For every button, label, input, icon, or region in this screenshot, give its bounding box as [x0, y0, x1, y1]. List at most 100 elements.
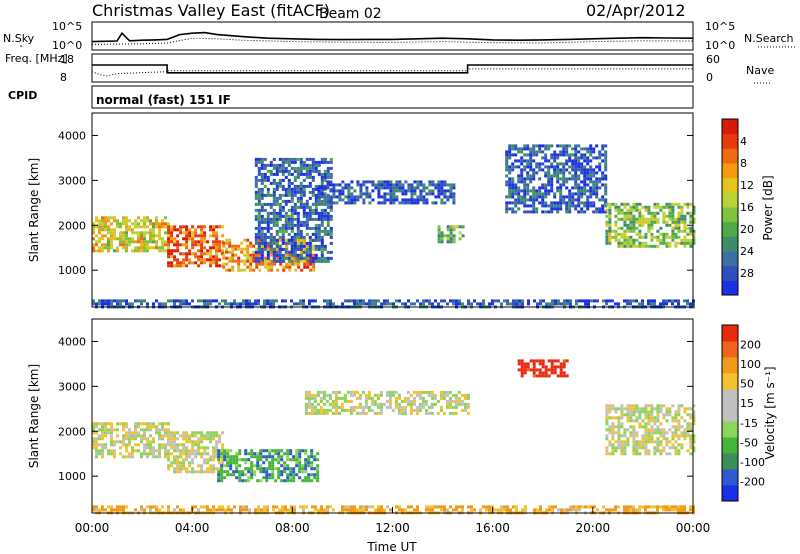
heatmap-cell	[683, 241, 687, 245]
heatmap-cell	[101, 422, 104, 426]
heatmap-cell	[452, 192, 456, 196]
heatmap-cell	[553, 192, 557, 196]
heatmap-cell	[553, 156, 557, 160]
heatmap-cell	[511, 207, 515, 211]
heatmap-cell	[520, 195, 524, 199]
heatmap-cell	[282, 265, 286, 269]
heatmap-cell	[299, 196, 303, 200]
colorbar-swatch	[722, 341, 738, 358]
heatmap-cell	[119, 240, 122, 244]
heatmap-cell	[274, 467, 278, 471]
heatmap-cell	[416, 299, 419, 303]
heatmap-cell	[446, 240, 450, 244]
heatmap-cell	[283, 479, 287, 483]
heatmap-cell	[302, 193, 306, 197]
heatmap-cell	[217, 476, 221, 480]
heatmap-cell	[424, 408, 428, 412]
heatmap-cell	[556, 365, 560, 369]
heatmap-cell	[257, 247, 261, 251]
heatmap-cell	[434, 201, 438, 205]
heatmap-cell	[218, 246, 222, 250]
heatmap-cell	[547, 144, 551, 148]
heatmap-cell	[659, 404, 663, 408]
heatmap-cell	[404, 201, 408, 205]
heatmap-cell	[164, 434, 167, 438]
heatmap-cell	[291, 262, 295, 266]
heatmap-cell	[224, 508, 227, 512]
heatmap-cell	[134, 246, 137, 250]
heatmap-cell	[452, 299, 455, 303]
heatmap-cell	[439, 390, 443, 394]
heatmap-cell	[545, 302, 548, 306]
heatmap-cell	[267, 259, 271, 263]
heatmap-cell	[383, 198, 387, 202]
heatmap-cell	[268, 464, 272, 468]
heatmap-cell	[284, 157, 288, 161]
heatmap-cell	[191, 240, 195, 244]
heatmap-cell	[252, 250, 256, 254]
heatmap-cell	[137, 422, 140, 426]
heatmap-cell	[226, 464, 230, 468]
heatmap-cell	[101, 449, 104, 453]
heatmap-cell	[280, 458, 284, 462]
heatmap-cell	[680, 434, 684, 438]
heatmap-cell	[647, 205, 651, 209]
heatmap-cell	[95, 431, 98, 435]
heatmap-cell	[683, 229, 687, 233]
heatmap-cell	[260, 220, 264, 224]
heatmap-cell	[234, 253, 238, 257]
heatmap-cell	[128, 452, 131, 456]
heatmap-cell	[433, 402, 437, 406]
heatmap-cell	[272, 157, 276, 161]
heatmap-cell	[544, 374, 548, 378]
heatmap-cell	[574, 198, 578, 202]
heatmap-cell	[294, 256, 298, 260]
heatmap-cell	[326, 198, 330, 202]
heatmap-cell	[445, 390, 449, 394]
heatmap-cell	[125, 219, 128, 223]
heatmap-cell	[677, 452, 681, 456]
heatmap-cell	[308, 253, 312, 257]
heatmap-cell	[197, 255, 201, 259]
heatmap-cell	[128, 240, 131, 244]
heatmap-cell	[626, 214, 630, 218]
heatmap-cell	[410, 198, 414, 202]
heatmap-cell	[668, 446, 672, 450]
heatmap-cell	[224, 302, 227, 306]
heatmap-cell	[554, 302, 557, 306]
heatmap-cell	[110, 243, 113, 247]
heatmap-cell	[270, 253, 274, 257]
heatmap-cell	[355, 390, 359, 394]
heatmap-cell	[228, 268, 232, 272]
heatmap-cell	[677, 437, 681, 441]
heatmap-cell	[583, 165, 587, 169]
heatmap-cell	[235, 476, 239, 480]
heatmap-cell	[223, 476, 227, 480]
heatmap-cell	[281, 178, 285, 182]
heatmap-cell	[641, 302, 644, 306]
heatmap-cell	[452, 186, 456, 190]
heatmap-cell	[659, 443, 663, 447]
heatmap-cell	[668, 235, 672, 239]
heatmap-cell	[388, 390, 392, 394]
heatmap-cell	[562, 144, 566, 148]
heatmap-cell	[101, 508, 104, 512]
heatmap-cell	[92, 425, 95, 429]
heatmap-cell	[182, 434, 186, 438]
heatmap-cell	[295, 449, 299, 453]
heatmap-cell	[266, 214, 270, 218]
heatmap-cell	[269, 205, 273, 209]
heatmap-cell	[635, 299, 638, 303]
heatmap-cell	[523, 198, 527, 202]
heatmap-cell	[544, 153, 548, 157]
heatmap-cell	[167, 458, 171, 462]
heatmap-cell	[541, 198, 545, 202]
heatmap-cell	[293, 302, 296, 306]
heatmap-cell	[293, 244, 297, 248]
heatmap-cell	[326, 180, 330, 184]
heatmap-cell	[359, 505, 362, 509]
heatmap-cell	[488, 508, 491, 512]
heatmap-cell	[623, 244, 627, 248]
heatmap-cell	[556, 165, 560, 169]
heatmap-cell	[232, 455, 236, 459]
